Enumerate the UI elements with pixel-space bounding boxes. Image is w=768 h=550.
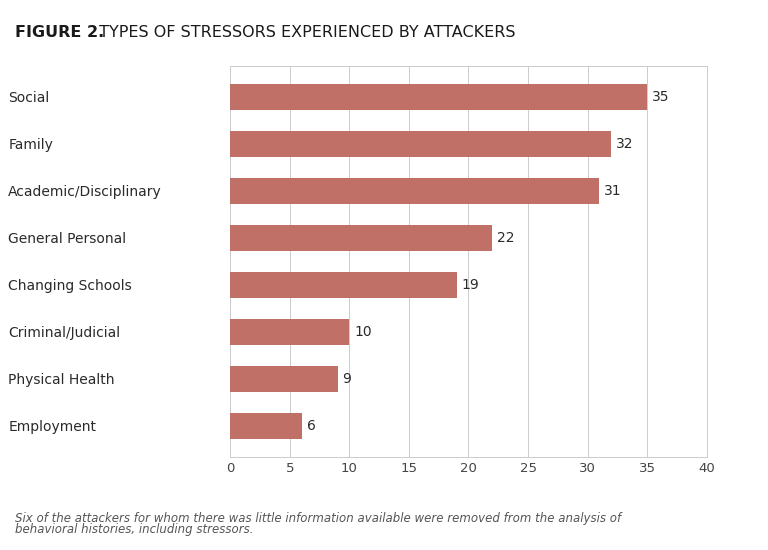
Text: 32: 32 bbox=[616, 137, 634, 151]
Bar bbox=[230, 178, 600, 204]
Bar bbox=[230, 131, 611, 157]
Text: 31: 31 bbox=[604, 184, 622, 197]
Text: 10: 10 bbox=[354, 325, 372, 339]
Bar bbox=[230, 84, 647, 109]
Text: TYPES OF STRESSORS EXPERIENCED BY ATTACKERS: TYPES OF STRESSORS EXPERIENCED BY ATTACK… bbox=[94, 25, 516, 40]
Text: Six of the attackers for whom there was little information available were remove: Six of the attackers for whom there was … bbox=[15, 512, 621, 525]
Text: behavioral histories, including stressors.: behavioral histories, including stressor… bbox=[15, 523, 254, 536]
Text: 6: 6 bbox=[306, 419, 316, 433]
Text: FIGURE 2.: FIGURE 2. bbox=[15, 25, 104, 40]
Text: 9: 9 bbox=[343, 372, 351, 386]
Bar bbox=[230, 225, 492, 251]
Bar bbox=[230, 319, 349, 345]
Bar bbox=[230, 366, 338, 392]
Text: 22: 22 bbox=[497, 231, 515, 245]
Bar bbox=[230, 413, 302, 439]
Bar bbox=[230, 272, 456, 298]
Text: 35: 35 bbox=[652, 90, 669, 104]
Text: 19: 19 bbox=[462, 278, 479, 292]
